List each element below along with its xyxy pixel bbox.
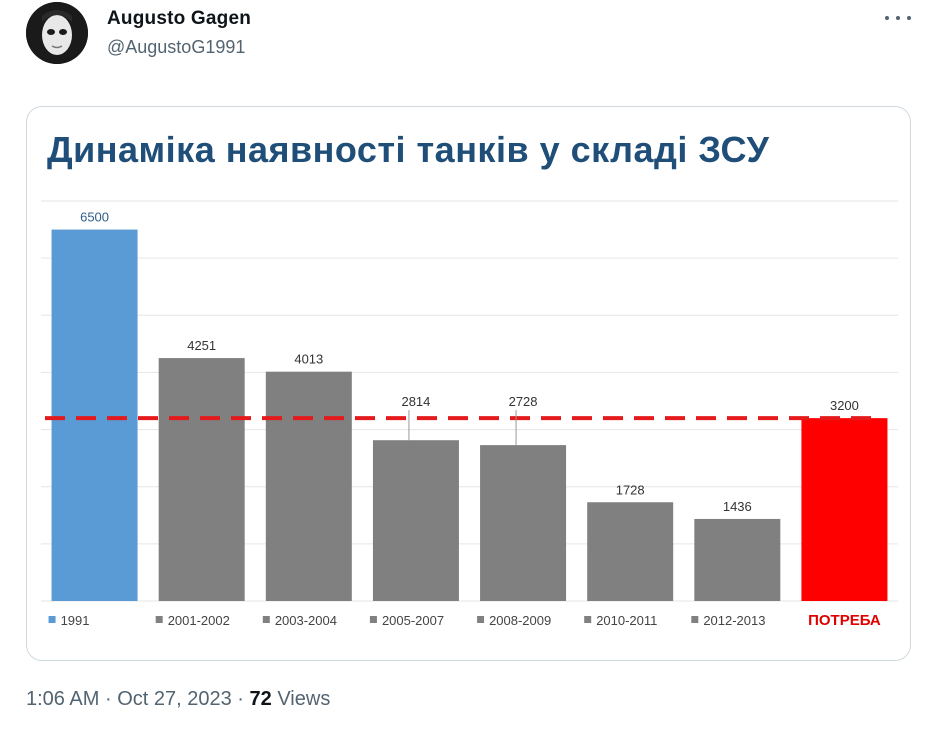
legend-label: 2010-2011 [596, 613, 657, 628]
legend-label: 2012-2013 [703, 613, 765, 628]
meta-separator: · [237, 688, 244, 710]
tweet-time[interactable]: 1:06 AM [26, 688, 100, 710]
legend-label: 1991 [61, 613, 90, 628]
data-label: 4013 [294, 352, 323, 367]
bar [801, 418, 888, 601]
meta-separator: · [104, 688, 112, 710]
bar [587, 502, 674, 601]
views-label: Views [277, 688, 331, 710]
legend-label: 2003-2004 [275, 613, 337, 628]
legend-swatch [262, 616, 270, 623]
data-label: 3200 [830, 398, 859, 413]
author-handle[interactable]: @AugustoG1991 [107, 37, 246, 57]
data-label: 2814 [401, 394, 430, 409]
bar [51, 229, 138, 602]
author-block: Augusto Gagen @AugustoG1991 [107, 8, 251, 58]
legend-swatch [477, 616, 485, 623]
legend-swatch [584, 616, 592, 623]
more-options-icon[interactable] [885, 8, 911, 28]
bar [265, 371, 352, 601]
tweet-media-image[interactable]: 6500 4251 4013 2814 2728 1728 1436 3200 1991 2001… [26, 106, 911, 661]
data-label: 1436 [723, 499, 752, 514]
bar [694, 518, 781, 601]
views-count[interactable]: 72 [249, 688, 272, 710]
legend-label: 2005-2007 [382, 613, 444, 628]
legend-label: ПОТРЕБА [808, 612, 881, 629]
data-label: 4251 [187, 338, 216, 353]
author-avatar[interactable] [26, 2, 88, 64]
mask-face-image [26, 2, 88, 64]
legend-swatch [369, 616, 377, 623]
legend-label: 2001-2002 [168, 613, 230, 628]
legend-swatch [48, 616, 56, 623]
bar [158, 358, 245, 601]
legend-label: 2008-2009 [489, 613, 551, 628]
legend-swatch [691, 616, 699, 623]
author-name[interactable]: Augusto Gagen [107, 8, 252, 29]
legend-swatch [155, 616, 163, 623]
bar [372, 440, 459, 601]
bar-chart: 6500 4251 4013 2814 2728 1728 1436 3200 1991 2001… [41, 200, 898, 629]
data-label: 6500 [80, 210, 109, 225]
data-label: 2728 [509, 394, 538, 409]
tweet-date[interactable]: Oct 27, 2023 [117, 688, 232, 710]
tweet-meta: 1:06 AM · Oct 27, 2023 · 72 Views [26, 688, 330, 711]
chart-title: Динаміка наявності танків у складі ЗСУ [47, 129, 770, 170]
data-label: 1728 [616, 482, 645, 497]
bar [480, 445, 567, 601]
